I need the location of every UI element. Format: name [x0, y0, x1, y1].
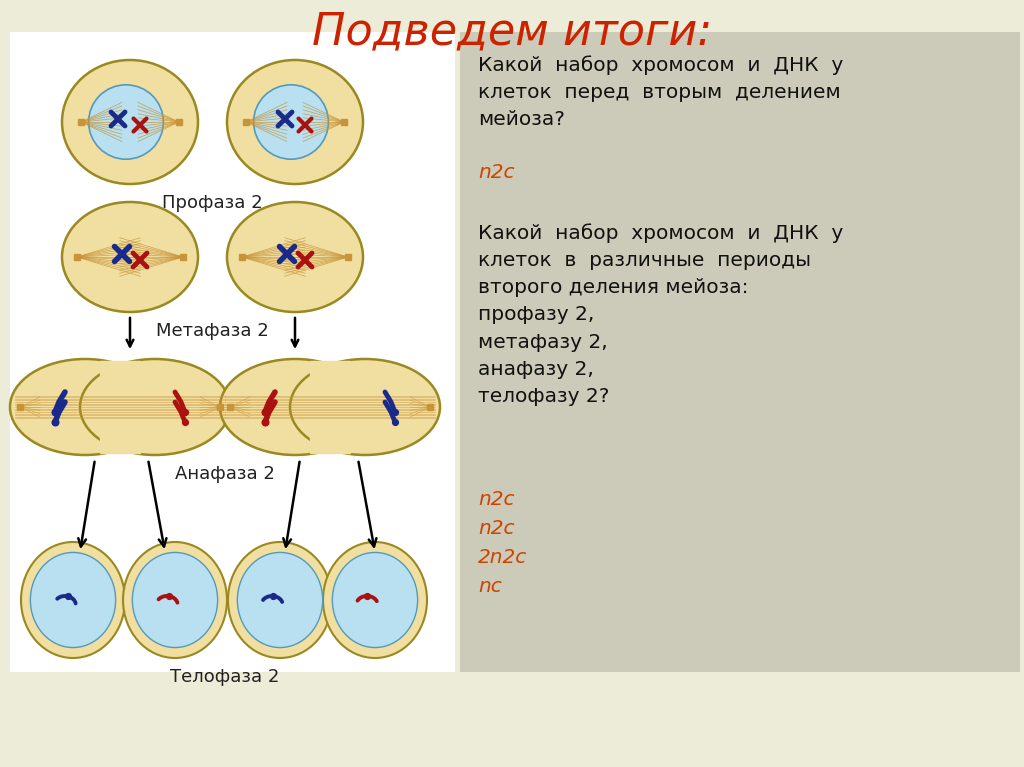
Bar	[10, 32, 455, 672]
Ellipse shape	[227, 202, 362, 312]
Text: nc: nc	[478, 577, 502, 596]
Text: 2n2c: 2n2c	[478, 548, 527, 567]
Ellipse shape	[31, 552, 116, 647]
Ellipse shape	[80, 359, 230, 455]
Text: Метафаза 2: Метафаза 2	[156, 322, 268, 340]
Ellipse shape	[290, 359, 440, 455]
Ellipse shape	[132, 552, 218, 647]
Text: Подведем итоги:: Подведем итоги:	[312, 11, 712, 54]
Ellipse shape	[333, 552, 418, 647]
Text: Анафаза 2: Анафаза 2	[175, 465, 274, 483]
Bar	[460, 32, 1020, 672]
Ellipse shape	[123, 542, 227, 658]
Ellipse shape	[22, 542, 125, 658]
Ellipse shape	[238, 552, 323, 647]
Ellipse shape	[220, 359, 370, 455]
Text: n2c: n2c	[478, 490, 515, 509]
Text: Какой  набор  хромосом  и  ДНК  у
клеток  в  различные  периоды
второго деления : Какой набор хромосом и ДНК у клеток в ра…	[478, 223, 843, 407]
Ellipse shape	[254, 85, 329, 160]
Ellipse shape	[323, 542, 427, 658]
Ellipse shape	[227, 60, 362, 184]
Text: n2c: n2c	[478, 163, 515, 182]
Text: Телофаза 2: Телофаза 2	[170, 668, 280, 686]
Text: n2c: n2c	[478, 519, 515, 538]
Ellipse shape	[89, 85, 164, 160]
Ellipse shape	[10, 359, 160, 455]
Text: Профаза 2: Профаза 2	[162, 194, 262, 212]
Ellipse shape	[228, 542, 332, 658]
Ellipse shape	[62, 202, 198, 312]
Text: Какой  набор  хромосом  и  ДНК  у
клеток  перед  вторым  делением
мейоза?: Какой набор хромосом и ДНК у клеток пере…	[478, 55, 843, 129]
Ellipse shape	[62, 60, 198, 184]
